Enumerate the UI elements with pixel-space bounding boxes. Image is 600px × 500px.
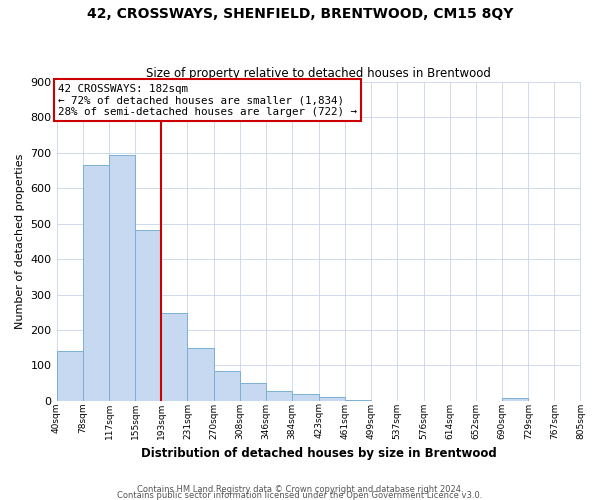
Bar [319, 398, 345, 401]
Bar [136, 230, 161, 401]
X-axis label: Distribution of detached houses by size in Brentwood: Distribution of detached houses by size … [140, 447, 496, 460]
Y-axis label: Number of detached properties: Number of detached properties [15, 154, 25, 329]
Text: Contains public sector information licensed under the Open Government Licence v3: Contains public sector information licen… [118, 490, 482, 500]
Bar [292, 394, 319, 401]
Bar [502, 398, 529, 401]
Bar [109, 154, 136, 401]
Bar [83, 166, 109, 401]
Bar [240, 383, 266, 401]
Bar [214, 371, 240, 401]
Bar [266, 390, 292, 401]
Title: Size of property relative to detached houses in Brentwood: Size of property relative to detached ho… [146, 66, 491, 80]
Text: 42, CROSSWAYS, SHENFIELD, BRENTWOOD, CM15 8QY: 42, CROSSWAYS, SHENFIELD, BRENTWOOD, CM1… [87, 8, 513, 22]
Bar [187, 348, 214, 401]
Text: Contains HM Land Registry data © Crown copyright and database right 2024.: Contains HM Land Registry data © Crown c… [137, 484, 463, 494]
Bar [345, 400, 371, 401]
Bar [161, 313, 187, 401]
Bar [56, 352, 83, 401]
Text: 42 CROSSWAYS: 182sqm
← 72% of detached houses are smaller (1,834)
28% of semi-de: 42 CROSSWAYS: 182sqm ← 72% of detached h… [58, 84, 357, 117]
